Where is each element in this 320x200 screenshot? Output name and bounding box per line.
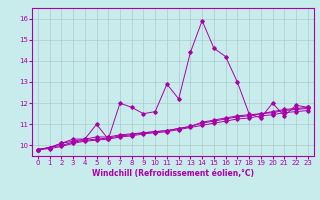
X-axis label: Windchill (Refroidissement éolien,°C): Windchill (Refroidissement éolien,°C): [92, 169, 254, 178]
